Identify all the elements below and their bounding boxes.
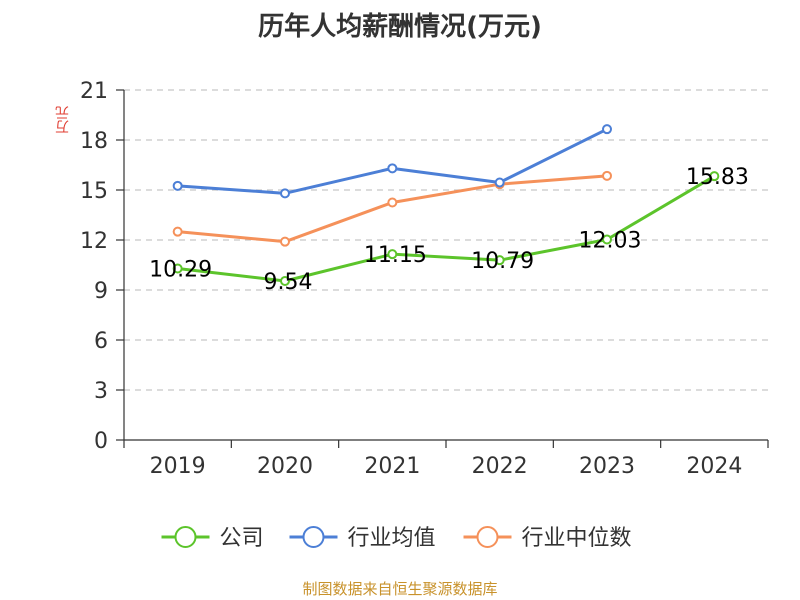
data-point-公司 (172, 263, 183, 274)
data-point-行业中位数 (280, 236, 290, 247)
series-line-行业均值 (177, 127, 608, 195)
data-point-公司 (494, 255, 505, 266)
series-line-行业中位数 (177, 174, 608, 244)
legend-marker (302, 526, 325, 548)
legend-label: 行业均值 (348, 526, 436, 551)
legend-label: 公司 (220, 526, 264, 551)
x-tick-label-2022: 2022 (472, 454, 528, 479)
legend-marker (174, 526, 197, 548)
x-tick-label-2020: 2020 (257, 454, 313, 479)
data-label: 11.15 (364, 243, 427, 268)
legend-item-行业均值[interactable]: 行业均值 (289, 526, 436, 551)
y-tick-label: 0 (94, 429, 108, 454)
data-point-公司 (280, 276, 290, 286)
y-tick-label: 9 (94, 279, 108, 304)
source-note: 制图数据来自恒生聚源数据库 (302, 580, 498, 598)
data-label: 10.29 (149, 258, 212, 283)
x-tick-label-2024: 2024 (686, 454, 742, 479)
data-point-行业均值 (280, 188, 290, 199)
y-tick-label: 18 (80, 129, 108, 154)
axes: 0 3 6 9 12 15 18 21 2019 2020 2021 2022 2023 2024 (80, 79, 769, 479)
legend[interactable]: 公司 行业均值 行业中位数 (161, 526, 632, 551)
x-tick-label-2021: 2021 (364, 454, 420, 479)
series-lines (172, 124, 720, 286)
y-tick-label: 12 (80, 229, 108, 254)
data-labels: 10.29 9.54 11.15 10.79 12.03 15.83 (149, 165, 749, 295)
data-label: 9.54 (264, 270, 313, 295)
data-point-行业中位数 (387, 197, 398, 208)
legend-item-行业中位数[interactable]: 行业中位数 (463, 526, 632, 551)
data-label: 15.83 (686, 165, 749, 190)
data-point-行业中位数 (172, 226, 183, 237)
chart-title: 历年人均薪酬情况(万元) (258, 12, 542, 42)
data-label: 10.79 (471, 249, 534, 274)
grid-lines (124, 89, 768, 391)
data-point-行业均值 (387, 163, 398, 174)
legend-item-公司[interactable]: 公司 (161, 526, 264, 551)
y-tick-label: 3 (94, 379, 108, 404)
y-tick-label: 21 (80, 79, 108, 104)
data-point-行业均值 (494, 177, 505, 188)
x-tick-label-2019: 2019 (150, 454, 206, 479)
data-point-行业均值 (602, 124, 612, 135)
y-tick-label: 6 (94, 329, 108, 354)
series-line-公司 (177, 174, 716, 283)
data-point-公司 (387, 249, 398, 260)
legend-label: 行业中位数 (522, 526, 632, 551)
data-point-行业中位数 (602, 170, 612, 181)
x-tick-label-2023: 2023 (579, 454, 635, 479)
data-point-公司 (602, 234, 612, 245)
y-tick-label: 15 (80, 179, 108, 204)
data-label: 12.03 (579, 229, 642, 254)
legend-marker (476, 526, 499, 548)
data-point-公司 (709, 171, 720, 182)
data-point-行业均值 (172, 180, 183, 191)
